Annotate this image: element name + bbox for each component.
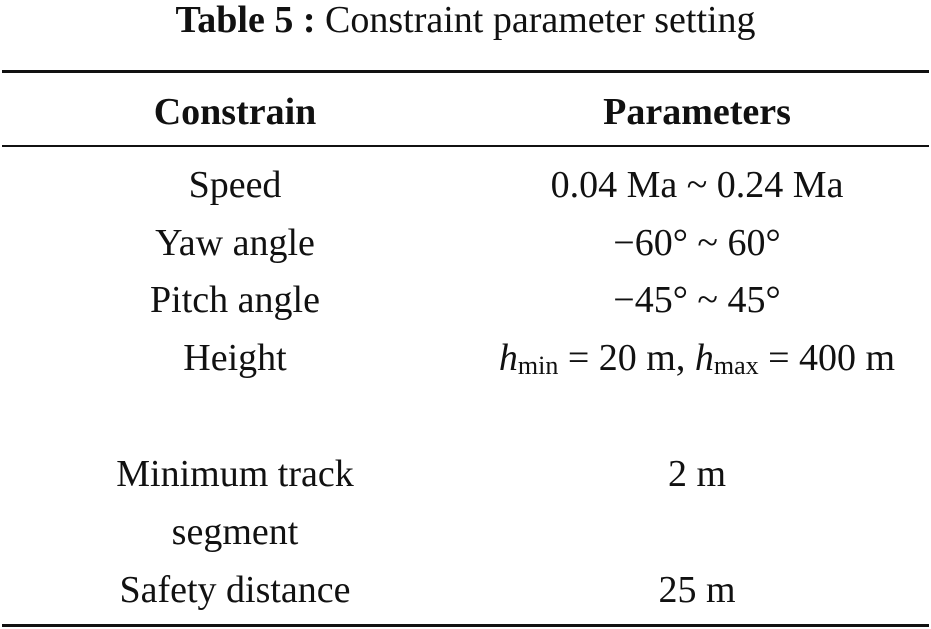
cell: −60° ~ 60°: [613, 222, 781, 264]
bottom-rule: [2, 624, 929, 627]
table-caption: Table 5 : Constraint parameter setting: [0, 0, 931, 40]
cell: 2 m: [667, 453, 727, 495]
cell: Yaw angle: [155, 222, 315, 264]
subscript: max: [713, 351, 759, 380]
cell: Minimum track segment: [116, 453, 354, 553]
caption-text: Constraint parameter setting: [325, 0, 756, 41]
cell: −45° ~ 45°: [613, 279, 781, 321]
header-cell: Parameters: [603, 91, 791, 133]
text: = 20 m,: [558, 337, 695, 379]
cell: 0.04 Ma ~ 0.24 Ma: [550, 164, 844, 206]
cell: 25 m: [658, 569, 736, 611]
cell: hmin = 20 m, hmax = 400 m: [497, 329, 897, 395]
cell: Pitch angle: [150, 279, 320, 321]
header-cell: Constrain: [153, 91, 317, 133]
text: = 400 m: [758, 337, 896, 379]
top-rule: [2, 70, 929, 73]
subscript: min: [517, 351, 559, 380]
symbol: h: [694, 337, 714, 379]
symbol: h: [498, 337, 518, 379]
cell: Safety distance: [119, 569, 351, 611]
caption-label: Table 5 :: [175, 0, 316, 41]
header-rule: [2, 145, 929, 147]
cell: Speed: [188, 164, 282, 206]
cell: Height: [183, 337, 287, 379]
